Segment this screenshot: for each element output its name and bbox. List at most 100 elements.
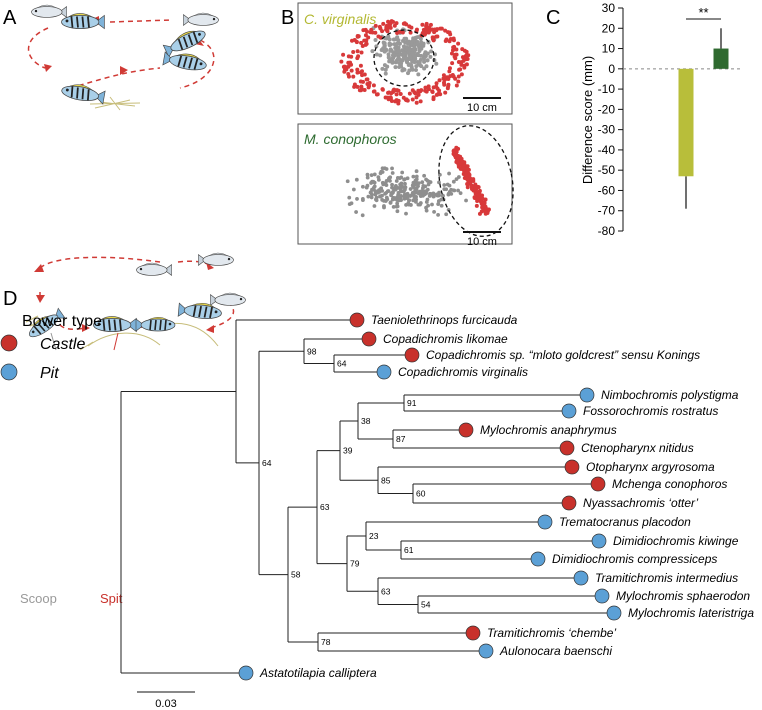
track-point [369,27,374,32]
bower-marker [561,495,577,511]
fish-stripe [33,325,42,335]
track-point [449,51,454,56]
track-point [450,61,455,66]
panel-label: B [281,7,294,29]
track-point [441,80,446,85]
taxon-name: Mylochromis sphaerodon [616,589,750,603]
track-point [369,173,374,178]
track-point [351,74,356,79]
track-point [407,91,412,96]
fish-tail [210,294,219,306]
track-point [408,194,413,198]
fish-body [202,254,234,266]
track-point [424,208,429,213]
tracks [339,19,491,218]
track-point [394,21,399,26]
track-point [437,180,441,185]
track-point [463,173,468,178]
track-point [393,196,397,200]
support-value: 63 [381,586,391,596]
track-point [388,22,393,27]
track-point [414,174,419,179]
bar [713,48,729,69]
bower-marker [573,570,589,586]
track-point [396,47,401,52]
track-point [456,41,461,46]
fish-stripe [154,319,157,331]
track-point [413,68,418,73]
taxon-name: Aulonocara baenschi [499,644,612,658]
track-point [380,66,385,71]
fish-stripe [108,319,111,331]
track-point [341,52,346,57]
track-point [424,21,429,26]
track-point [384,25,389,30]
track-point [434,34,439,39]
y-tick-label: 10 [602,42,616,56]
track-point [436,212,440,217]
track-point [380,29,385,34]
track-point [408,30,413,35]
track-point [349,68,354,73]
track-point [424,89,429,94]
y-tick-label: -10 [598,82,616,96]
track-point [481,208,486,213]
significance-label: ** [698,5,708,20]
track-point [455,158,460,163]
track-point [428,54,433,59]
support-value: 98 [307,346,317,356]
fish-stripe [182,56,188,68]
track-point [459,60,464,65]
track-point [395,30,400,35]
track-point [365,175,370,180]
track-point [388,201,393,205]
track-point [419,189,424,193]
track-point [352,84,357,89]
track-point [434,192,439,197]
track-point [418,99,423,104]
track-point [414,95,419,100]
track-point [428,22,433,27]
track-point [457,162,462,167]
track-point [345,179,350,184]
track-point [434,92,439,97]
track-point [411,180,416,185]
track-point [355,197,359,201]
track-point [339,59,344,64]
track-point [395,35,400,40]
fish-tail [135,318,145,332]
track-point [404,22,409,27]
track-point [370,49,375,54]
track-point [403,56,408,61]
track-point [391,37,396,42]
panel-label: C [546,7,560,29]
bower-marker [530,551,546,567]
fish-eye [168,322,172,326]
track-point [377,24,382,29]
track-point [386,34,391,39]
fish-stripe [209,306,213,319]
support-value: 64 [262,458,272,468]
track-point [382,198,386,203]
fish-stripe [113,319,117,331]
fish-tail [58,6,67,18]
track-point [447,171,451,176]
plot-frame [297,2,513,115]
plot-title: M. conophoros [304,131,397,147]
taxon-name: Mylochromis anaphrymus [480,423,617,437]
track-point [360,69,365,74]
track-point [376,177,381,182]
track-point [400,185,405,189]
track-point [383,71,388,76]
track-point [430,36,435,41]
track-point [346,60,351,65]
track-point [416,72,421,77]
bower-marker [238,665,254,681]
track-point [394,92,399,97]
fish-body [187,14,219,26]
track-point [447,183,452,188]
track-point [426,30,431,35]
fish-stripe [102,319,106,331]
support-value: 23 [369,531,379,541]
scale-label: 10 cm [467,102,497,114]
